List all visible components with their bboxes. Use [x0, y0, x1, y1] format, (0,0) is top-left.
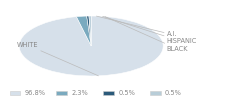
Text: 0.5%: 0.5%: [118, 90, 135, 96]
Text: 0.5%: 0.5%: [165, 90, 182, 96]
Text: BLACK: BLACK: [105, 16, 188, 52]
Wedge shape: [76, 16, 91, 46]
Wedge shape: [19, 16, 163, 76]
Text: 96.8%: 96.8%: [25, 90, 46, 96]
Bar: [103, 91, 114, 95]
Bar: [10, 91, 20, 95]
Text: WHITE: WHITE: [17, 42, 98, 76]
Bar: [150, 91, 161, 95]
Text: HISPANIC: HISPANIC: [103, 16, 197, 44]
Wedge shape: [87, 16, 91, 46]
Text: 2.3%: 2.3%: [72, 90, 88, 96]
Text: A.I.: A.I.: [96, 16, 177, 38]
Wedge shape: [89, 16, 91, 46]
Bar: [56, 91, 67, 95]
